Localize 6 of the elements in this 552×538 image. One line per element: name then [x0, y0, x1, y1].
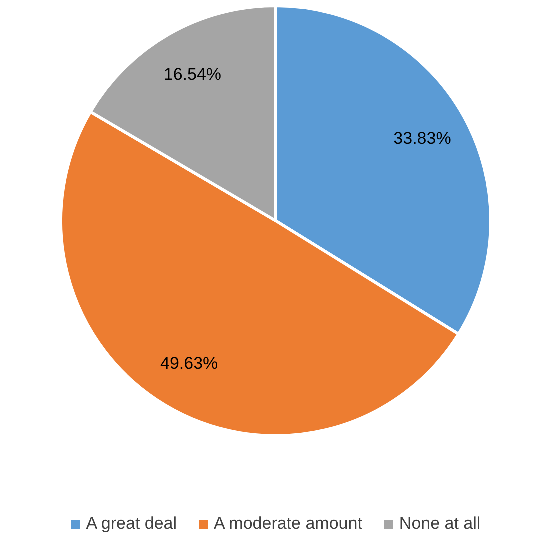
data-label: 49.63% — [160, 354, 218, 374]
data-label: 16.54% — [164, 64, 222, 84]
legend-label: None at all — [399, 514, 481, 534]
data-label: 33.83% — [394, 128, 452, 148]
legend-label: A moderate amount — [214, 514, 362, 534]
legend-label: A great deal — [86, 514, 178, 534]
